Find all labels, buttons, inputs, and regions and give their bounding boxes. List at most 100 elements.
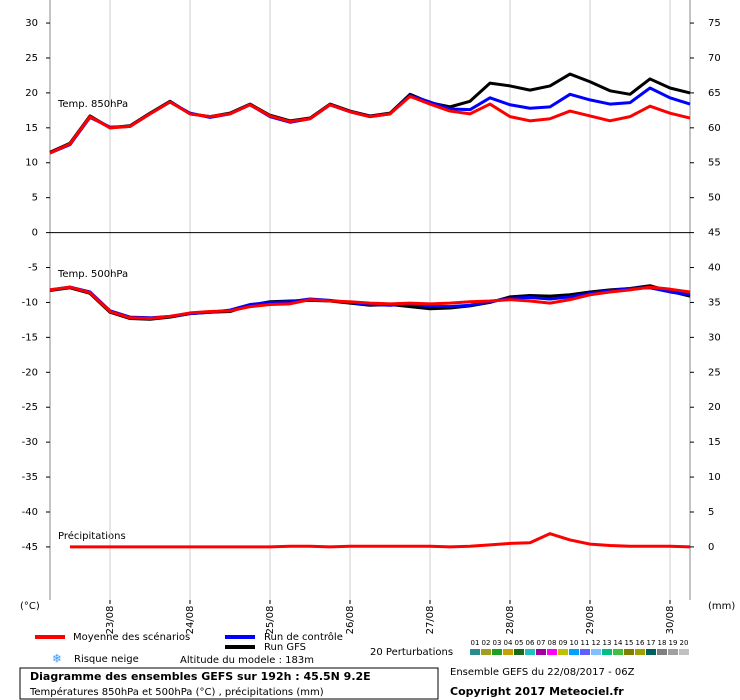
y-tick-label: 30 [25, 18, 38, 29]
member-label: 08 [548, 639, 557, 647]
series-line [70, 532, 691, 549]
y2-tick-label: 50 [708, 193, 721, 204]
y2-tick-label: 0 [708, 542, 714, 553]
member-swatch [525, 649, 535, 655]
legend-label: Moyenne des scénarios [73, 631, 190, 643]
y2-tick-label: 75 [708, 18, 721, 29]
y2-tick-label: 65 [708, 88, 721, 99]
x-tick-label: 27/08 [425, 606, 436, 635]
y-tick-label: -40 [22, 507, 38, 518]
panel-label: Temp. 850hPa [57, 99, 128, 110]
y-tick-label: 15 [25, 123, 38, 134]
member-label: 05 [515, 639, 524, 647]
y2-tick-label: 10 [708, 472, 721, 483]
member-swatch [547, 649, 557, 655]
member-swatch [668, 649, 678, 655]
member-label: 03 [493, 639, 502, 647]
snow-label: Risque neige [74, 654, 139, 665]
member-swatch [624, 649, 634, 655]
member-swatch [657, 649, 667, 655]
member-swatch [503, 649, 513, 655]
y2-tick-label: 30 [708, 332, 721, 343]
y-tick-label: -45 [22, 542, 38, 553]
member-label: 13 [603, 639, 612, 647]
member-swatch [492, 649, 502, 655]
member-label: 10 [570, 639, 579, 647]
member-label: 01 [471, 639, 480, 647]
legend-label: Run de contrôle [264, 631, 343, 643]
y-tick-label: -35 [22, 472, 38, 483]
y2-tick-label: 35 [708, 297, 721, 308]
x-tick-label: 29/08 [585, 606, 596, 635]
member-swatch [470, 649, 480, 655]
member-swatch [646, 649, 656, 655]
member-swatch [613, 649, 623, 655]
series-line [49, 94, 691, 155]
member-swatch [635, 649, 645, 655]
panel-label: Précipitations [58, 530, 126, 542]
x-tick-label: 25/08 [265, 606, 276, 635]
member-label: 09 [559, 639, 568, 647]
member-label: 20 [680, 639, 689, 647]
y-tick-label: 25 [25, 53, 38, 64]
y-tick-label: 5 [32, 193, 38, 204]
x-tick-label: 30/08 [665, 606, 676, 635]
series-line [49, 285, 691, 321]
y2-tick-label: 20 [708, 402, 721, 413]
legend-label: Run GFS [264, 642, 306, 653]
y2-tick-label: 25 [708, 367, 721, 378]
y2-tick-label: 15 [708, 437, 721, 448]
y2-axis-label: (mm) [708, 601, 735, 612]
panel-label: Temp. 500hPa [57, 269, 128, 280]
snow-icon: ❄ [52, 652, 62, 666]
y2-tick-label: 70 [708, 53, 721, 64]
run-info: Ensemble GEFS du 22/08/2017 - 06Z [450, 667, 635, 678]
member-label: 17 [647, 639, 656, 647]
member-label: 15 [625, 639, 634, 647]
y2-tick-label: 60 [708, 123, 721, 134]
member-label: 06 [526, 639, 535, 647]
member-swatch [679, 649, 689, 655]
chart-subtitle: Températures 850hPa et 500hPa (°C) , pré… [29, 686, 324, 698]
x-tick-label: 23/08 [105, 606, 116, 635]
x-tick-label: 28/08 [505, 606, 516, 635]
member-label: 12 [592, 639, 601, 647]
y-tick-label: -10 [22, 297, 38, 308]
x-tick-label: 24/08 [185, 606, 196, 635]
member-swatch [536, 649, 546, 655]
y-tick-label: -30 [22, 437, 38, 448]
member-swatch [591, 649, 601, 655]
member-label: 18 [658, 639, 667, 647]
perturbations-label: 20 Perturbations [370, 647, 453, 658]
copyright: Copyright 2017 Meteociel.fr [450, 685, 624, 698]
member-label: 07 [537, 639, 546, 647]
member-swatch [514, 649, 524, 655]
series-line [49, 72, 691, 154]
member-label: 14 [614, 639, 623, 647]
x-tick-label: 26/08 [345, 606, 356, 635]
y-tick-label: 20 [25, 88, 38, 99]
y-tick-label: 10 [25, 158, 38, 169]
y-tick-label: -25 [22, 402, 38, 413]
member-swatch [602, 649, 612, 655]
chart-title: Diagramme des ensembles GEFS sur 192h : … [30, 670, 371, 683]
member-swatch [558, 649, 568, 655]
member-label: 16 [636, 639, 645, 647]
member-swatch [580, 649, 590, 655]
y-tick-label: 0 [32, 228, 38, 239]
y2-tick-label: 45 [708, 228, 721, 239]
y-tick-label: -20 [22, 367, 38, 378]
member-label: 02 [482, 639, 491, 647]
member-swatch [569, 649, 579, 655]
member-label: 11 [581, 639, 590, 647]
series-line [49, 86, 691, 155]
y2-tick-label: 55 [708, 158, 721, 169]
y-tick-label: -5 [28, 263, 38, 274]
y2-tick-label: 40 [708, 263, 721, 274]
member-label: 19 [669, 639, 678, 647]
title-box [19, 667, 439, 700]
y-axis-label: (°C) [20, 601, 40, 612]
y2-tick-label: 5 [708, 507, 714, 518]
member-swatch [481, 649, 491, 655]
